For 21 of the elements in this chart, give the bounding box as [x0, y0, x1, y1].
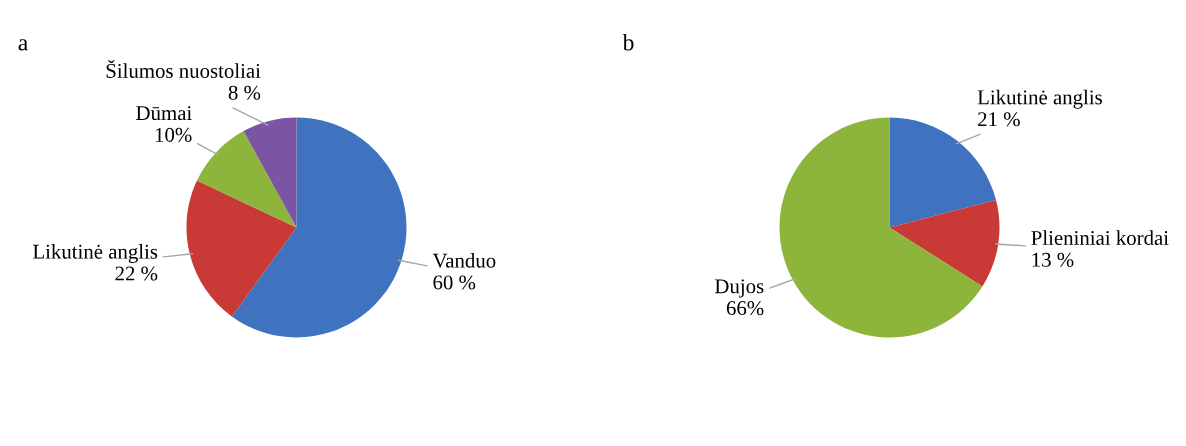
- data-label: 66%: [726, 301, 764, 316]
- data-label: 8 %: [228, 85, 261, 100]
- data-label: 60 %: [433, 275, 476, 290]
- chart-title: b: [622, 33, 634, 51]
- data-label: 21 %: [978, 112, 1020, 127]
- slice-label: Plieniniai kordai: [1031, 230, 1169, 246]
- slice-label: Dujos: [715, 279, 764, 298]
- pie-slice: [889, 200, 1000, 287]
- data-label: 22 %: [115, 266, 158, 281]
- data-label: 10%: [155, 127, 192, 142]
- slice-label: Likutinė anglis: [977, 89, 1102, 109]
- slice-label: Vanduo: [432, 253, 496, 268]
- chart-title: a: [18, 39, 28, 51]
- data-label: 13 %: [1032, 252, 1074, 267]
- pie-slice: [243, 117, 297, 228]
- pie-slice: [196, 131, 297, 228]
- slice-label: Šilumos nuostoliai: [106, 59, 261, 78]
- pie-slice: [231, 117, 407, 338]
- pie-slice: [186, 180, 297, 317]
- slice-label: Dūmai: [136, 106, 192, 121]
- slice-label: Likutinė anglis: [33, 244, 158, 263]
